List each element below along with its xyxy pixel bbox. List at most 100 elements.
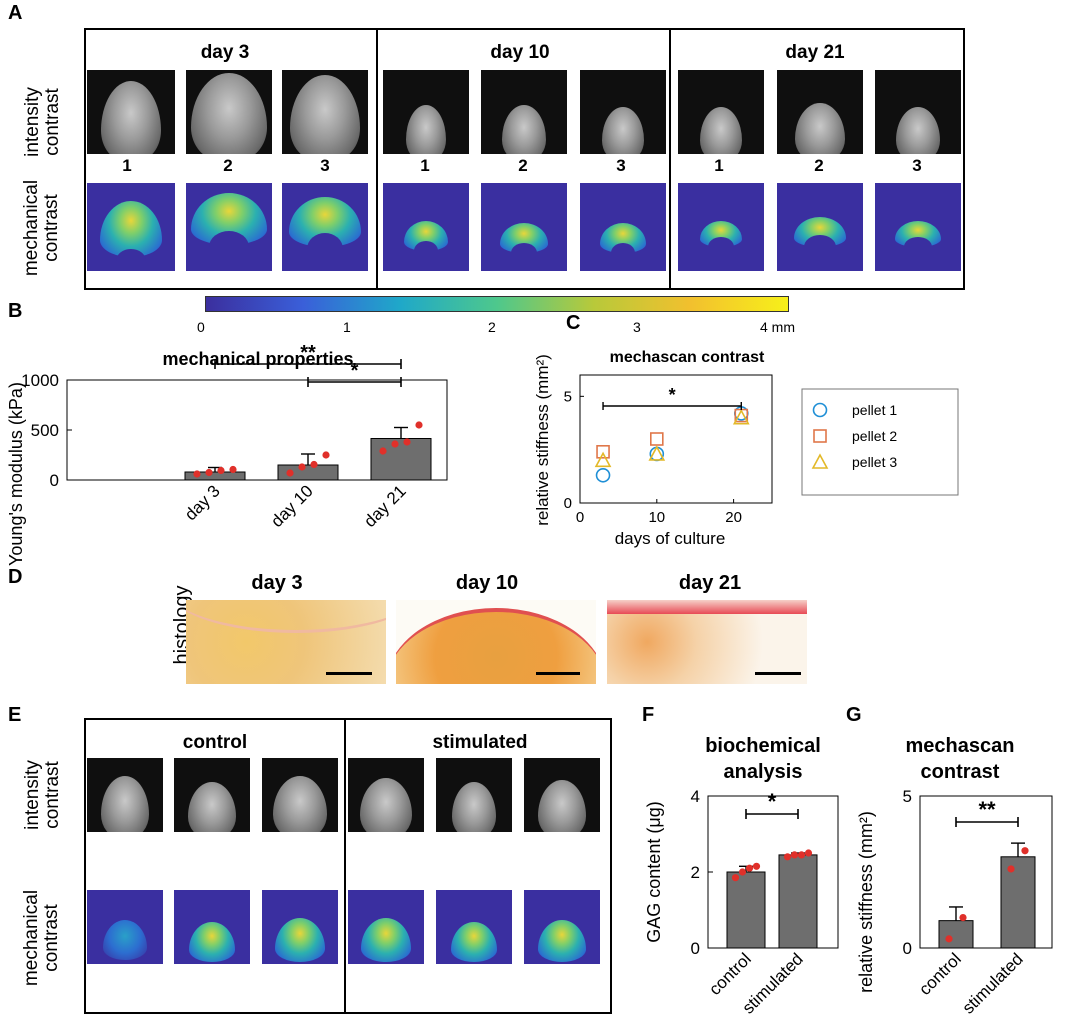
oct-image (777, 70, 863, 154)
chart-g: mechascan contrast relative stiffness (m… (856, 735, 1053, 1018)
pellet-number: 3 (320, 156, 330, 175)
chart-title-line: analysis (724, 761, 803, 783)
significance-label: * (768, 789, 777, 814)
y-axis-label: GAG content (μg) (644, 801, 664, 942)
colorbar-tick: 3 (633, 319, 641, 335)
mechanical-map (186, 183, 272, 271)
data-point (595, 467, 611, 483)
pellet-number: 2 (223, 156, 233, 175)
mechanical-map (875, 183, 961, 271)
legend-marker (813, 429, 827, 443)
y-tick-label: 0 (564, 495, 572, 512)
group-title: stimulated (432, 732, 528, 753)
significance-label: ** (300, 342, 316, 364)
chart-b: mechanical properties Young's modulus (k… (6, 342, 448, 566)
oct-image (87, 758, 163, 832)
y-tick-label: 0 (903, 939, 912, 958)
panel-letter-e: E (8, 704, 22, 726)
legend-label: pellet 1 (852, 402, 897, 418)
x-tick-label: 20 (725, 509, 742, 526)
oct-image (436, 758, 512, 832)
x-tick-label: control (915, 949, 965, 999)
scale-bar (536, 672, 580, 675)
oct-image (678, 70, 764, 154)
oct-image (348, 758, 424, 832)
day-title: day 21 (678, 572, 742, 594)
mechanical-map (174, 890, 250, 964)
data-point (205, 468, 213, 477)
pellet-number: 1 (420, 156, 430, 175)
x-tick-label: control (705, 949, 755, 999)
chart-c: mechascan contrast relative stiffness (m… (533, 349, 959, 548)
pellet-number: 3 (912, 156, 922, 175)
data-point (193, 470, 201, 478)
plot-frame (919, 795, 1053, 949)
chart-title-line: mechascan (906, 735, 1015, 757)
data-point (379, 447, 387, 455)
data-point (804, 849, 813, 857)
legend-marker (811, 453, 829, 469)
mechanical-map (348, 890, 424, 964)
panel-letter-c: C (566, 312, 581, 334)
colorbar-tick: 2 (488, 319, 496, 335)
oct-image (875, 70, 961, 154)
histology-image (607, 600, 807, 684)
mechanical-map (481, 183, 567, 271)
y-tick-label: 5 (903, 787, 912, 806)
data-point (229, 465, 237, 474)
data-point (415, 421, 423, 429)
data-point (959, 914, 967, 922)
mechanical-map (282, 183, 368, 271)
legend-marker (812, 402, 828, 418)
mechanical-map (262, 890, 338, 964)
row-label-line: contrast (42, 761, 63, 829)
data-point (738, 868, 747, 876)
pellet-number: 1 (714, 156, 724, 175)
data-point (745, 864, 754, 872)
oct-image (481, 70, 567, 154)
day-title: day 21 (785, 42, 845, 63)
row-label-intensity: intensity contrast (22, 740, 63, 850)
legend-box (801, 388, 959, 496)
histology-image (186, 600, 386, 684)
pellet-number: 1 (122, 156, 132, 175)
day-title: day 10 (455, 572, 519, 594)
legend-label: pellet 2 (852, 428, 897, 444)
chart-title-line: contrast (921, 761, 1000, 783)
mechanical-map (524, 890, 600, 964)
chart-f: biochemical analysis GAG content (μg) 0 2… (644, 735, 839, 1018)
data-point (1021, 847, 1029, 855)
row-label-intensity: intensity contrast (22, 67, 63, 177)
plot-frame (579, 374, 773, 504)
data-point (391, 440, 399, 448)
group-title: control (182, 732, 248, 753)
row-label-mechanical: mechanical contrast (21, 878, 62, 998)
row-label-mechanical: mechanical contrast (21, 168, 62, 288)
oct-image (262, 758, 338, 832)
scale-bar (755, 672, 801, 675)
x-tick-label: 10 (648, 509, 665, 526)
oct-image (580, 70, 666, 154)
data-point (403, 438, 411, 446)
x-tick-label: 0 (576, 509, 584, 526)
data-point (596, 445, 610, 459)
data-point (217, 466, 225, 475)
day-title: day 3 (200, 42, 250, 63)
data-point (322, 451, 330, 459)
colorbar-tick: 1 (343, 319, 351, 335)
day-title: day 3 (251, 572, 303, 594)
x-tick-label: day 3 (181, 481, 224, 524)
colorbar-tick: 0 (197, 319, 205, 335)
mechanical-map (580, 183, 666, 271)
panel-letter-a: A (8, 2, 23, 24)
data-point (298, 463, 306, 471)
row-label-line: mechanical (21, 889, 42, 987)
bar (370, 438, 432, 481)
y-tick-label: 0 (50, 471, 59, 490)
row-label-line: mechanical (21, 179, 42, 277)
group-divider (376, 30, 378, 288)
y-tick-label: 4 (691, 787, 700, 806)
row-label-line: intensity (22, 87, 43, 157)
data-point (650, 432, 664, 446)
chart-title: mechanical properties (162, 349, 353, 369)
